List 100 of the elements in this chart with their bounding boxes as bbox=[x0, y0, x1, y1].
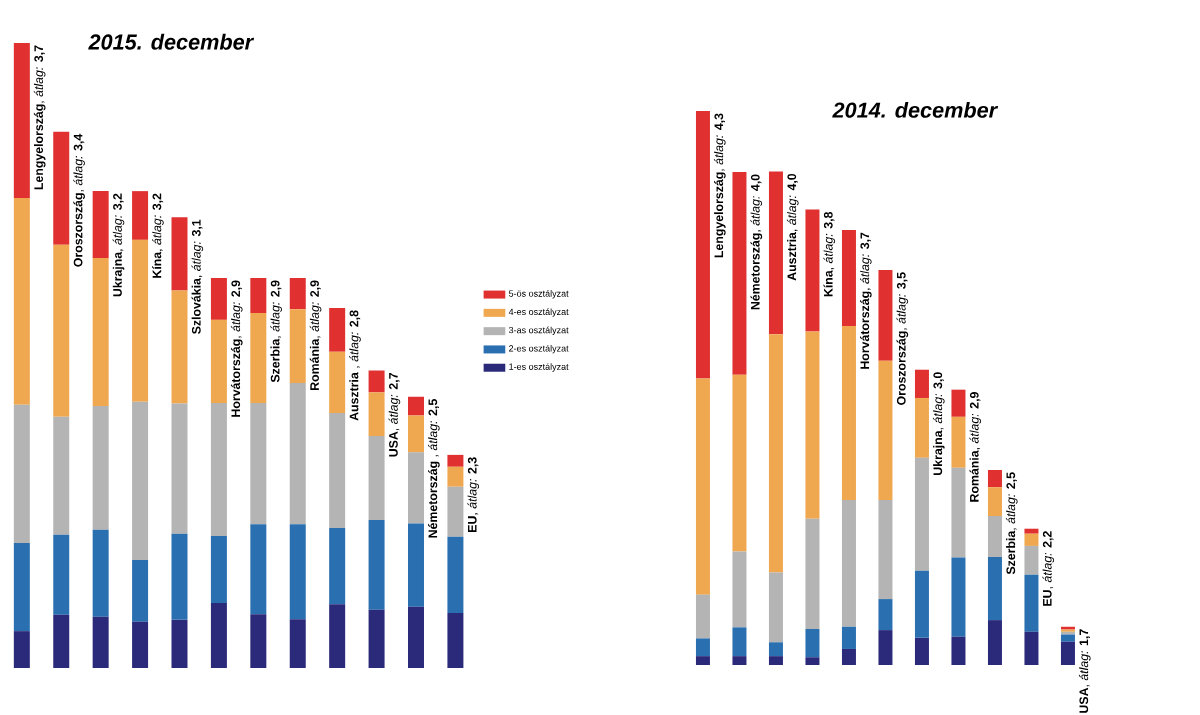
bar bbox=[92, 616, 109, 668]
x-tick-label: Ausztria, átlag: 4,0 bbox=[786, 173, 799, 281]
bar bbox=[1024, 631, 1039, 665]
bar bbox=[132, 559, 149, 622]
legend-label: 1-es osztályzat bbox=[509, 363, 569, 372]
bar bbox=[92, 529, 109, 617]
bar bbox=[914, 637, 929, 665]
bar bbox=[732, 656, 747, 665]
chart-title: 2014. december bbox=[832, 101, 999, 118]
bar bbox=[408, 396, 424, 416]
bar bbox=[914, 397, 929, 458]
bar bbox=[408, 415, 424, 453]
bar bbox=[805, 657, 820, 665]
bar bbox=[878, 598, 893, 630]
bar bbox=[447, 466, 464, 487]
bar bbox=[732, 171, 747, 375]
bar bbox=[171, 403, 188, 534]
x-tick-label: Ukrajna, átlag: 3,0 bbox=[932, 372, 945, 475]
bar bbox=[92, 191, 109, 258]
bar bbox=[132, 401, 149, 560]
bar bbox=[1024, 574, 1039, 632]
bar bbox=[805, 209, 820, 332]
bar bbox=[951, 389, 966, 417]
x-tick-label: Kína, átlag: 3,8 bbox=[823, 211, 836, 297]
bar bbox=[805, 628, 820, 658]
bar bbox=[13, 197, 30, 405]
bar bbox=[171, 217, 188, 291]
bar bbox=[210, 319, 227, 403]
bar bbox=[132, 239, 149, 402]
bar bbox=[289, 524, 306, 620]
bar bbox=[841, 626, 856, 649]
x-tick-label: Szerbia, átlag: 2,9 bbox=[270, 280, 282, 383]
x-tick-label: USA, átlag: 1,7 bbox=[1078, 629, 1091, 713]
bar bbox=[695, 378, 710, 595]
bar bbox=[171, 290, 188, 404]
bar bbox=[13, 631, 30, 668]
bar bbox=[329, 412, 346, 528]
bar bbox=[914, 570, 929, 638]
bar bbox=[210, 402, 227, 537]
bar bbox=[1024, 528, 1039, 534]
bar bbox=[13, 404, 30, 543]
bar bbox=[289, 277, 306, 310]
bar bbox=[250, 402, 267, 525]
bar bbox=[250, 312, 267, 403]
x-tick-label: Románia, átlag: 2,9 bbox=[969, 392, 982, 502]
bar bbox=[210, 536, 227, 603]
bar bbox=[447, 612, 464, 668]
bar bbox=[53, 614, 70, 668]
bar bbox=[768, 656, 783, 665]
bar bbox=[987, 469, 1002, 488]
bar bbox=[368, 370, 385, 393]
x-tick-label: Németország , átlag: 2,5 bbox=[427, 398, 440, 538]
bar bbox=[329, 351, 346, 413]
bar bbox=[695, 594, 710, 639]
bar bbox=[132, 191, 149, 240]
legend-label: 3-as osztályzat bbox=[508, 326, 569, 335]
bar bbox=[878, 629, 893, 665]
chart-title: 2015. december bbox=[88, 33, 255, 50]
bar bbox=[329, 604, 346, 668]
bar bbox=[805, 331, 820, 519]
bar bbox=[951, 557, 966, 637]
bar bbox=[768, 334, 783, 573]
bar bbox=[1024, 545, 1039, 575]
bar bbox=[210, 277, 227, 320]
bar bbox=[768, 572, 783, 643]
bar bbox=[987, 620, 1002, 665]
bar bbox=[368, 436, 385, 520]
bar bbox=[841, 230, 856, 326]
x-tick-label: Horvátország, átlag: 3,7 bbox=[859, 232, 872, 369]
x-tick-label: Ukrajna, átlag: 3,2 bbox=[112, 193, 125, 297]
x-tick-label: USA, átlag: 2,7 bbox=[388, 372, 401, 457]
bar bbox=[250, 524, 267, 615]
bar bbox=[841, 325, 856, 500]
bar bbox=[368, 519, 385, 610]
x-tick-label: EU, átlag: 2,3 bbox=[467, 457, 480, 532]
bar bbox=[408, 606, 424, 668]
x-tick-label: Szlovákia, átlag: 3,1 bbox=[191, 219, 204, 334]
bar bbox=[695, 656, 710, 665]
x-tick-label: Románia, átlag: 2,9 bbox=[309, 280, 322, 390]
bar bbox=[951, 416, 966, 468]
bar bbox=[250, 277, 267, 313]
bar bbox=[289, 309, 306, 383]
bar bbox=[841, 499, 856, 627]
x-tick-label: Lengyelország, átlag: 4,3 bbox=[713, 113, 726, 258]
bar bbox=[447, 536, 464, 613]
legend-label: 2-es osztályzat bbox=[509, 344, 569, 354]
bar bbox=[13, 42, 30, 198]
x-tick-label: Ausztria , átlag: 2,8 bbox=[349, 310, 361, 421]
bar bbox=[92, 406, 109, 530]
bar bbox=[695, 638, 710, 657]
bar bbox=[768, 171, 783, 335]
bar bbox=[368, 609, 385, 668]
bar bbox=[951, 636, 966, 665]
bar bbox=[329, 527, 346, 605]
x-tick-label: Kína, átlag: 3,2 bbox=[152, 193, 164, 278]
bar bbox=[987, 556, 1002, 621]
bar bbox=[1060, 634, 1075, 642]
bar bbox=[732, 374, 747, 552]
bar bbox=[732, 627, 747, 657]
bar bbox=[878, 499, 893, 599]
